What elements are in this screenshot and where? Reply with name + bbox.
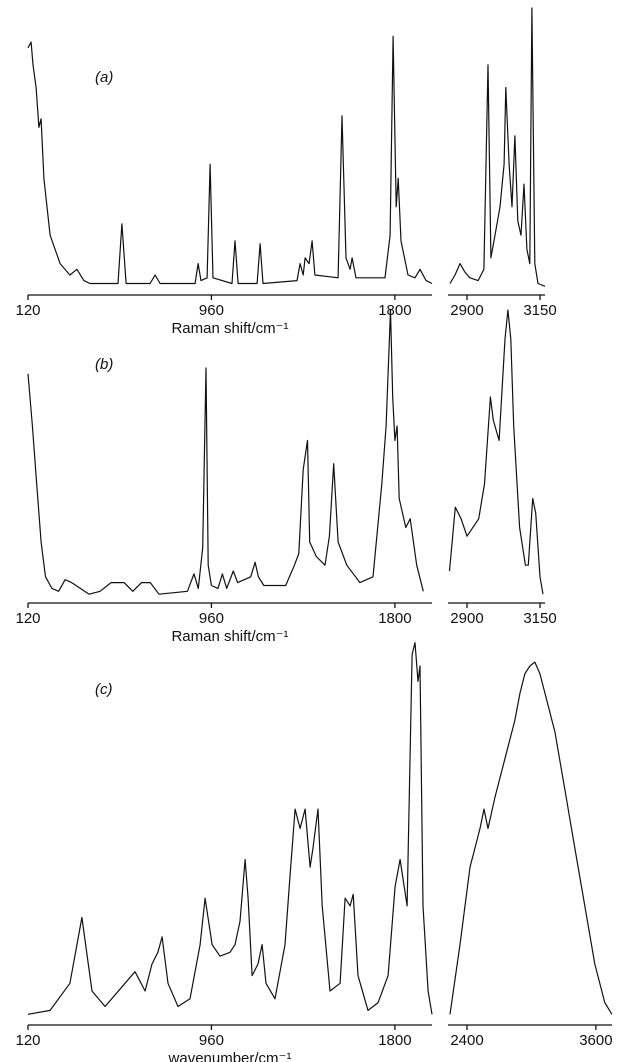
spectrum-line xyxy=(448,309,544,595)
x-tick-label: 120 xyxy=(15,610,40,627)
x-tick-label: 2900 xyxy=(450,610,483,627)
spectrum-line xyxy=(27,642,433,1015)
x-axis-label: Raman shift/cm⁻¹ xyxy=(171,320,288,337)
panel-label: (a) xyxy=(95,69,113,86)
panel-label: (b) xyxy=(95,356,113,373)
x-tick-label: 3150 xyxy=(523,610,556,627)
x-tick-label: 1800 xyxy=(378,302,411,319)
panel-label: (c) xyxy=(95,681,113,698)
x-tick-label: 1800 xyxy=(378,610,411,627)
spectrum-line xyxy=(449,661,613,1015)
x-axis-label: Raman shift/cm⁻¹ xyxy=(171,628,288,645)
x-tick-label: 120 xyxy=(15,1032,40,1049)
spectrum-line xyxy=(27,309,424,595)
x-axis-label: wavenumber/cm⁻¹ xyxy=(168,1050,292,1062)
x-tick-label: 2400 xyxy=(450,1032,483,1049)
x-tick-label: 2900 xyxy=(450,302,483,319)
x-tick-label: 120 xyxy=(15,302,40,319)
x-tick-label: 960 xyxy=(199,1032,224,1049)
x-tick-label: 960 xyxy=(199,610,224,627)
spectrum-line xyxy=(449,7,546,287)
spectrum-line xyxy=(27,35,433,285)
x-tick-label: 1800 xyxy=(378,1032,411,1049)
x-tick-label: 3600 xyxy=(579,1032,612,1049)
x-tick-label: 960 xyxy=(199,302,224,319)
x-tick-label: 3150 xyxy=(523,302,556,319)
